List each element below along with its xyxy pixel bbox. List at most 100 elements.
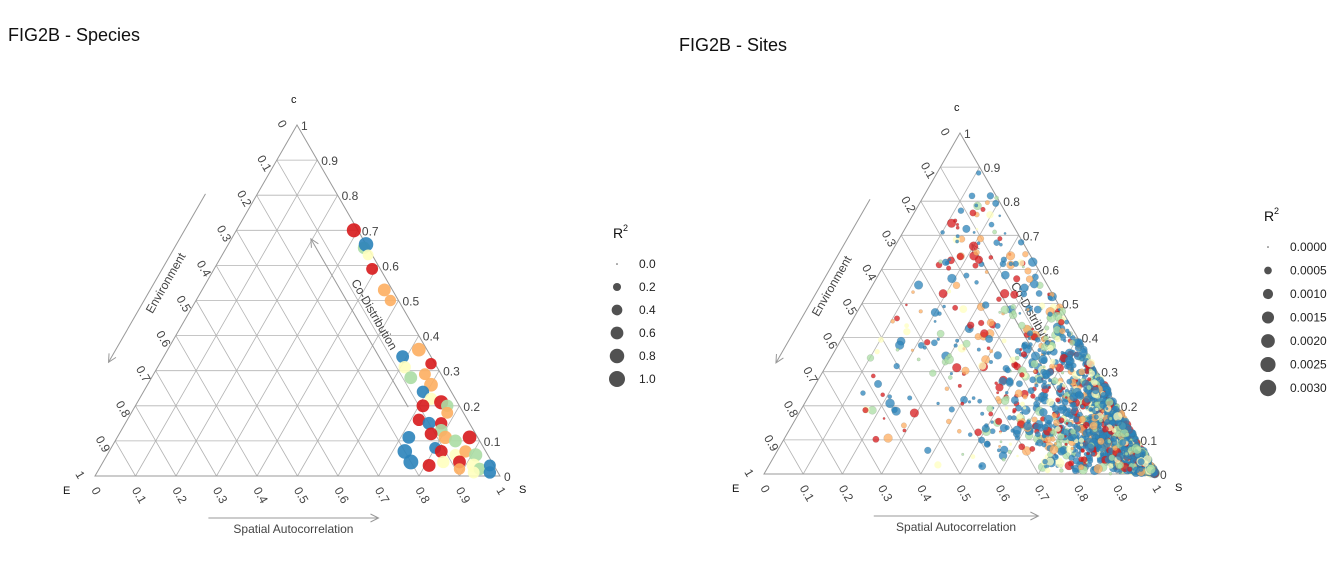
data-point: [946, 218, 957, 228]
data-point: [1070, 465, 1075, 470]
tick-label-environment: 0.8: [781, 398, 802, 420]
data-point: [999, 440, 1003, 444]
data-point: [437, 455, 450, 469]
tick-label-environment: 0.1: [254, 153, 275, 175]
data-point: [1033, 400, 1040, 408]
data-point: [1047, 378, 1053, 383]
data-point: [404, 371, 418, 385]
data-point: [1116, 452, 1125, 461]
tick-label-environment: 0.3: [879, 228, 900, 250]
data-point: [1100, 391, 1108, 399]
data-point: [989, 349, 994, 354]
data-point: [1033, 369, 1037, 374]
data-point: [1043, 414, 1054, 425]
tick-label-codistribution: 0.6: [1042, 263, 1059, 277]
data-point: [1042, 458, 1048, 465]
data-points: [860, 170, 1161, 479]
data-point: [1049, 445, 1059, 455]
data-point: [1112, 445, 1118, 451]
data-point: [1010, 290, 1019, 299]
tick-label-environment: 0.8: [113, 398, 134, 420]
legend-swatch: [1261, 311, 1275, 324]
data-point: [1064, 319, 1070, 325]
data-point: [1119, 439, 1127, 446]
data-point: [980, 329, 989, 338]
data-point: [944, 386, 950, 391]
data-point: [1015, 380, 1023, 388]
tick-label-codistribution: 1: [301, 119, 308, 133]
data-point: [1108, 454, 1116, 462]
data-point: [1089, 421, 1098, 430]
tick-label-environment: 1: [741, 467, 757, 480]
data-point: [936, 337, 940, 341]
data-point: [942, 258, 950, 266]
data-point: [911, 290, 915, 294]
tick-label-codistribution: 0.3: [443, 365, 460, 379]
data-point: [1064, 396, 1068, 399]
data-point: [1088, 415, 1093, 420]
data-point: [1055, 363, 1065, 373]
data-point: [866, 354, 875, 362]
data-point: [929, 369, 937, 377]
data-point: [909, 408, 919, 418]
data-point: [883, 433, 893, 443]
data-point: [1034, 442, 1039, 446]
data-point: [1037, 348, 1042, 353]
data-point: [1078, 464, 1085, 471]
data-point: [1056, 385, 1062, 391]
tick-label-environment: 0.5: [173, 293, 194, 315]
legend-r2-species: R 2 0.0 0.2 0.4 0.6 0.8 1.0: [609, 223, 656, 387]
data-point: [948, 375, 953, 380]
tick-label-spatial: 0.2: [169, 485, 190, 507]
data-point: [1008, 261, 1014, 267]
tick-label-environment: 0.1: [918, 160, 939, 182]
data-point: [916, 357, 921, 362]
data-point: [1036, 376, 1044, 384]
data-point: [1019, 287, 1022, 291]
data-point: [441, 406, 454, 419]
axis-label-spatial: Spatial Autocorrelation: [233, 522, 353, 536]
data-point: [1008, 442, 1013, 446]
data-point: [1098, 418, 1103, 423]
data-point: [955, 222, 960, 227]
data-point: [1127, 455, 1132, 460]
data-point: [1012, 407, 1017, 413]
tick-label-spatial: 0: [88, 485, 104, 498]
data-point: [1025, 275, 1034, 283]
data-point: [1130, 458, 1137, 464]
data-point: [984, 270, 989, 274]
data-point: [970, 454, 976, 460]
data-point: [1058, 393, 1063, 398]
data-point: [1063, 339, 1067, 343]
data-point: [1076, 413, 1080, 417]
data-point: [412, 413, 426, 427]
grid-line: [135, 159, 318, 477]
data-point: [1015, 355, 1020, 361]
vertex-label-c: c: [954, 102, 960, 114]
data-point: [1061, 398, 1069, 406]
data-point: [1088, 370, 1095, 377]
data-point: [895, 348, 900, 352]
tick-label-codistribution: 0.6: [382, 259, 399, 273]
legend-swatch: [609, 371, 625, 387]
tick-label-codistribution: 1: [964, 127, 971, 141]
data-point: [1091, 379, 1098, 386]
data-point: [1097, 421, 1101, 426]
tick-label-spatial: 0.1: [129, 485, 150, 507]
data-point: [953, 343, 958, 348]
data-point: [1034, 431, 1041, 438]
data-point: [1044, 436, 1052, 444]
data-point: [969, 209, 977, 217]
data-point: [1010, 304, 1016, 310]
legend-label: 0.4: [639, 303, 656, 317]
legend-title-superscript: 2: [1274, 206, 1279, 216]
data-point: [1076, 444, 1081, 450]
data-point: [1053, 419, 1061, 427]
tick-label-spatial: 0.6: [331, 485, 352, 507]
data-point: [955, 225, 960, 230]
data-point: [422, 416, 436, 430]
data-point: [1029, 446, 1036, 452]
tick-label-spatial: 0.7: [1032, 483, 1053, 505]
data-point: [994, 381, 998, 385]
data-point: [978, 462, 987, 471]
